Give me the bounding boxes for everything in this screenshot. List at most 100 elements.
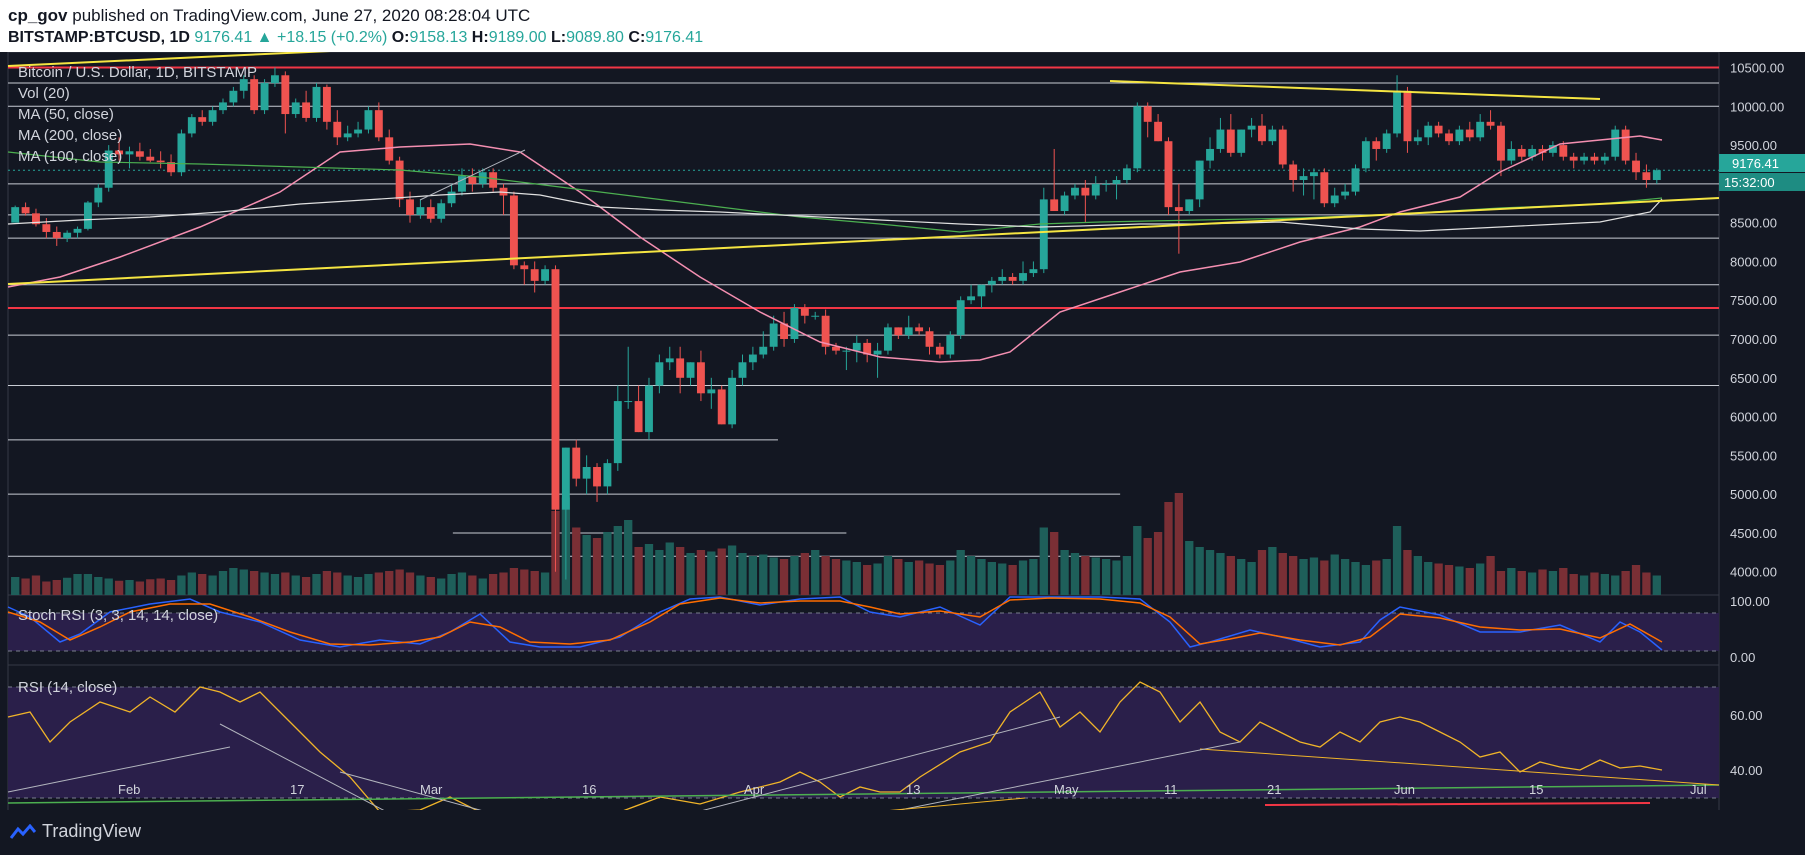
stoch-legend[interactable]: Stoch RSI (3, 3, 14, 14, close) bbox=[18, 607, 218, 624]
candle-body bbox=[1600, 156, 1609, 161]
candle-body bbox=[1289, 164, 1298, 180]
volume-bar bbox=[301, 577, 311, 595]
candle-body bbox=[364, 110, 373, 130]
main-pane[interactable] bbox=[7, 52, 1720, 596]
candle-body bbox=[333, 121, 342, 138]
candle-body bbox=[1445, 133, 1453, 142]
candle-body bbox=[1008, 276, 1017, 281]
volume-bar bbox=[291, 575, 300, 595]
volume-bar bbox=[1060, 550, 1069, 595]
rsi-axis-label: 60.00 bbox=[1730, 708, 1763, 723]
candle-body bbox=[852, 342, 861, 351]
candle-body bbox=[281, 75, 290, 115]
rsi-axis: 60.00 40.00 bbox=[1730, 708, 1763, 778]
volume-bar bbox=[811, 550, 820, 595]
candle-body bbox=[1434, 125, 1443, 134]
price-axis-label: 8000.00 bbox=[1730, 254, 1777, 269]
stoch-d-line bbox=[7, 597, 1663, 646]
candle-body bbox=[73, 228, 82, 233]
legend-ma200[interactable]: MA (200, close) bbox=[18, 127, 122, 144]
volume-bar bbox=[1008, 565, 1017, 595]
volume-bar bbox=[1538, 569, 1547, 595]
volume-bar bbox=[114, 580, 124, 595]
time-axis[interactable]: Feb 17 Mar 16 Apr 13 May 11 21 Jun 15 Ju… bbox=[118, 782, 1707, 797]
candle-body bbox=[1226, 129, 1235, 153]
candle-body bbox=[1528, 148, 1537, 157]
volume-bar bbox=[696, 550, 706, 595]
candle-body bbox=[1621, 129, 1630, 161]
volume-bar bbox=[270, 574, 280, 595]
volume-bar bbox=[1642, 572, 1651, 595]
upper-left-trendline bbox=[7, 52, 331, 67]
stoch-axis: 100.00 0.00 bbox=[1730, 594, 1770, 665]
candle-body bbox=[811, 315, 820, 317]
volume-bar bbox=[883, 556, 893, 595]
candle-body bbox=[21, 207, 30, 214]
volume-bar bbox=[135, 581, 145, 595]
volume-bar bbox=[1268, 547, 1277, 595]
candle-body bbox=[1050, 199, 1059, 212]
countdown-tag-text: 15:32:00 bbox=[1724, 175, 1775, 190]
candle-body bbox=[1206, 148, 1214, 161]
tradingview-brand: TradingView bbox=[42, 821, 142, 841]
rsi-descending-trendline bbox=[1199, 748, 1720, 786]
volume-bar bbox=[1424, 562, 1433, 595]
volume-bar bbox=[437, 578, 446, 595]
volume-bar bbox=[1403, 550, 1412, 595]
volume-bar bbox=[198, 574, 207, 595]
volume-bar bbox=[11, 577, 20, 595]
volume-bar bbox=[1153, 532, 1163, 595]
rsi-white-line-1 bbox=[219, 723, 385, 810]
candle-body bbox=[322, 86, 331, 122]
candle-body bbox=[1309, 172, 1318, 177]
volume-bar bbox=[1330, 554, 1339, 595]
legend-ma50[interactable]: MA (50, close) bbox=[18, 106, 114, 123]
rsi-legend[interactable]: RSI (14, close) bbox=[18, 679, 117, 696]
price-axis-label: 10500.00 bbox=[1730, 61, 1784, 76]
volume-bar bbox=[1205, 550, 1215, 595]
volume-bar bbox=[146, 579, 155, 595]
candle-body bbox=[748, 354, 757, 363]
candle-body bbox=[1476, 121, 1485, 138]
candle-body bbox=[915, 327, 924, 332]
publisher-name[interactable]: cp_gov bbox=[8, 6, 68, 25]
candle-body bbox=[1195, 160, 1204, 200]
candle-body bbox=[1143, 106, 1152, 122]
chart-canvas[interactable]: 10500.0010000.009500.009000.008500.00800… bbox=[0, 52, 1805, 810]
rsi-rising-line-1 bbox=[702, 716, 1061, 810]
volume-bar bbox=[520, 569, 529, 595]
volume-bar bbox=[333, 572, 342, 595]
candle-body bbox=[1569, 156, 1578, 161]
candle-body bbox=[32, 213, 40, 225]
candle-body bbox=[520, 265, 529, 270]
candle-body bbox=[1185, 199, 1194, 212]
candle-body bbox=[1382, 133, 1391, 149]
candle-body bbox=[894, 327, 903, 336]
volume-bar bbox=[759, 554, 768, 595]
volume-bar bbox=[281, 572, 290, 595]
candle-body bbox=[1268, 129, 1277, 142]
volume-bar bbox=[1579, 575, 1589, 595]
chart-legend: Bitcoin / U.S. Dollar, 1D, BITSTAMP Vol … bbox=[18, 64, 257, 696]
time-axis-label: 21 bbox=[1267, 782, 1281, 797]
volume-bar bbox=[1237, 559, 1246, 595]
candle-body bbox=[156, 160, 165, 163]
volume-bar bbox=[73, 574, 82, 595]
candle-body bbox=[696, 362, 705, 394]
candle-body bbox=[707, 389, 716, 394]
volume-bar bbox=[1018, 560, 1028, 595]
legend-ma100[interactable]: MA (100, close) bbox=[18, 148, 122, 165]
candle-body bbox=[1559, 145, 1568, 157]
candle-body bbox=[1538, 148, 1547, 153]
volume-bar bbox=[779, 559, 789, 595]
stoch-band bbox=[8, 613, 1719, 651]
volume-bar bbox=[322, 571, 332, 595]
volume-bar bbox=[166, 580, 176, 595]
time-axis-label: 11 bbox=[1164, 782, 1178, 797]
legend-vol[interactable]: Vol (20) bbox=[18, 85, 70, 102]
tradingview-logo[interactable]: TradingView bbox=[10, 821, 141, 842]
volume-bar bbox=[873, 563, 882, 595]
volume-bar bbox=[1465, 568, 1474, 595]
price-axis-label: 9500.00 bbox=[1730, 138, 1777, 153]
volume-bar bbox=[582, 535, 591, 595]
